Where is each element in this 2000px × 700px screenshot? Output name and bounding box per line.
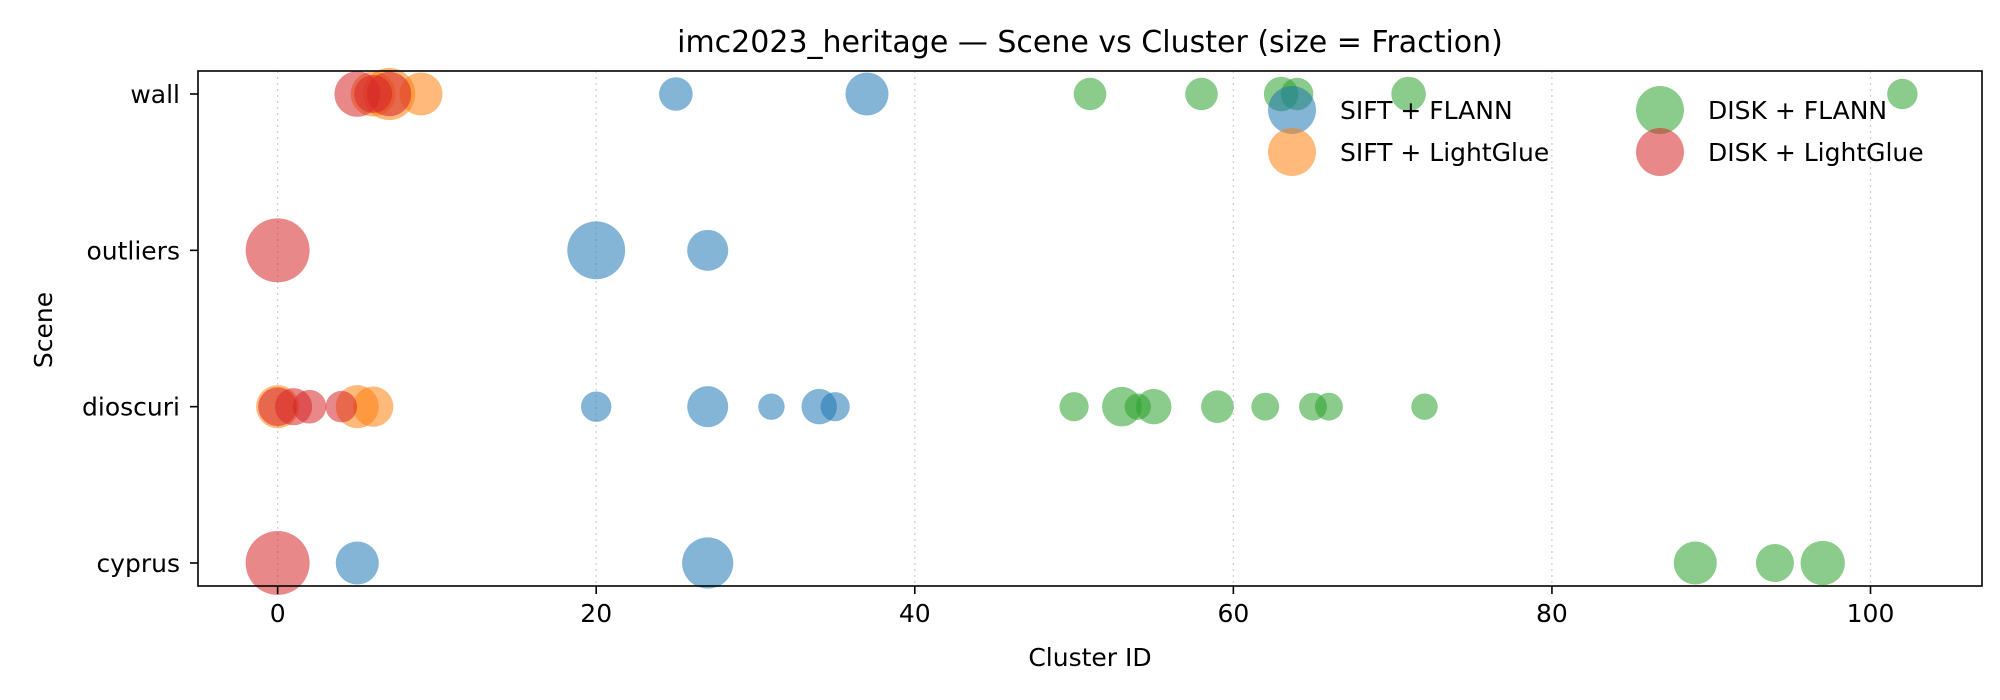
data-point [245, 531, 310, 595]
legend: SIFT + FLANN SIFT + LightGlue DISK + FLANN… [1268, 86, 1924, 176]
data-point [1073, 77, 1107, 111]
legend-label-3: DISK + LightGlue [1708, 138, 1924, 167]
legend-marker-1 [1268, 128, 1316, 176]
legend-label-2: DISK + FLANN [1708, 96, 1887, 125]
x-tick-label-80: 80 [1536, 599, 1568, 628]
x-tick-label-0: 0 [270, 599, 286, 628]
y-axis-label: Scene [29, 292, 58, 368]
x-tick-label-40: 40 [899, 599, 931, 628]
data-point [845, 72, 889, 116]
data-point [682, 537, 734, 589]
data-point [1201, 390, 1234, 423]
data-point [687, 229, 729, 271]
plot-frame [197, 70, 1983, 587]
data-point [245, 218, 310, 283]
data-point [567, 221, 626, 280]
data-point [1800, 540, 1845, 586]
data-point [581, 391, 612, 422]
data-point [1887, 78, 1918, 110]
legend-label-1: SIFT + LightGlue [1340, 138, 1549, 167]
data-point [1059, 392, 1089, 422]
data-point [1411, 393, 1438, 420]
y-tick-label-outliers: outliers [86, 236, 180, 265]
data-point [1673, 541, 1717, 585]
data-point [1314, 392, 1343, 421]
y-axis-ticks: cyprus dioscuri outliers wall [82, 80, 198, 578]
data-point [1185, 77, 1218, 111]
series-0 [335, 72, 889, 589]
y-tick-label-wall: wall [130, 80, 180, 109]
data-point [335, 541, 379, 585]
data-point [366, 71, 412, 117]
legend-marker-2 [1636, 86, 1684, 134]
data-point [399, 72, 443, 116]
data-point [659, 77, 693, 111]
data-point [325, 390, 358, 423]
data-point [292, 389, 327, 424]
y-tick-label-dioscuri: dioscuri [82, 393, 180, 422]
x-tick-label-20: 20 [580, 599, 612, 628]
series-3 [245, 71, 412, 595]
series-2 [1059, 76, 1918, 586]
data-point [820, 392, 850, 422]
y-tick-label-cyprus: cyprus [96, 549, 180, 578]
data-point [687, 386, 729, 428]
legend-marker-3 [1636, 128, 1684, 176]
x-tick-label-60: 60 [1217, 599, 1249, 628]
data-point [353, 386, 394, 427]
data-point [1135, 388, 1172, 425]
x-axis-label: Cluster ID [1028, 643, 1151, 672]
data-point [1251, 392, 1280, 421]
x-axis-ticks: 0 20 40 60 80 100 [270, 586, 1895, 628]
chart-title: imc2023_heritage — Scene vs Cluster (siz… [677, 25, 1503, 60]
points-layer [245, 67, 1918, 595]
data-point [758, 393, 785, 420]
data-point [1755, 543, 1794, 583]
grid-layer [277, 71, 1872, 586]
legend-marker-0 [1268, 86, 1316, 134]
legend-label-0: SIFT + FLANN [1340, 96, 1513, 125]
x-tick-label-100: 100 [1847, 599, 1895, 628]
data-point [1391, 76, 1426, 112]
